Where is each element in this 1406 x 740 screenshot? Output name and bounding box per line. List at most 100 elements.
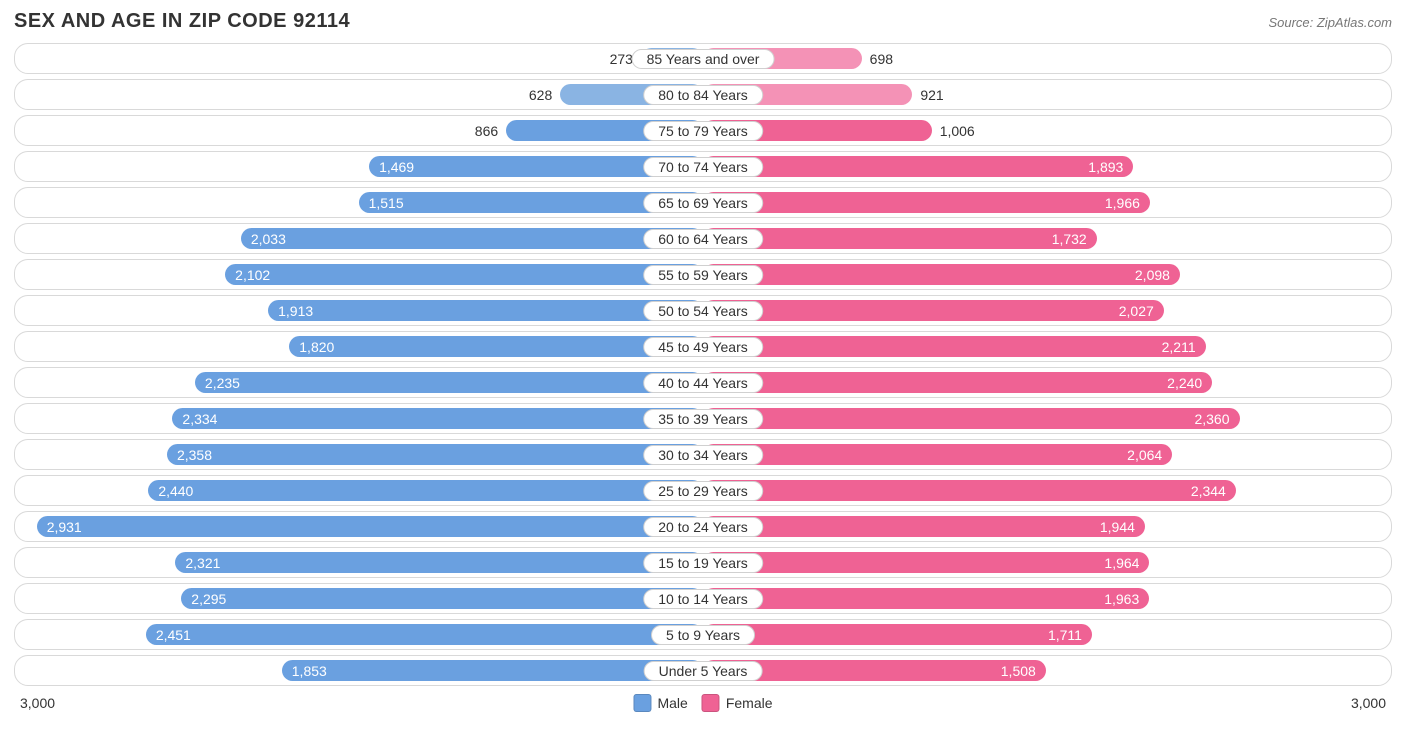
male-value: 2,440: [158, 483, 193, 499]
category-label: 70 to 74 Years: [643, 157, 763, 177]
male-bar: 2,931: [37, 516, 703, 537]
male-bar: 1,853: [282, 660, 703, 681]
female-value: 2,344: [1191, 483, 1226, 499]
chart-rows: 27369885 Years and over 628 921 80 to 84 Ye…: [14, 43, 1392, 686]
female-value: 1,944: [1100, 519, 1135, 535]
category-label: 10 to 14 Years: [643, 589, 763, 609]
male-value: 2,235: [205, 375, 240, 391]
male-bar: 2,358: [167, 444, 703, 465]
chart-source: Source: ZipAtlas.com: [1268, 15, 1392, 30]
female-bar: 2,240: [703, 372, 1212, 393]
male-value: 2,321: [185, 555, 220, 571]
pyramid-row: 1,5151,96665 to 69 Years: [14, 187, 1392, 218]
pyramid-row: 2,358 2,064 30 to 34 Years: [14, 439, 1392, 470]
category-label: 85 Years and over: [632, 49, 775, 69]
chart-legend: Male Female: [633, 694, 772, 712]
pyramid-row: 8661,00675 to 79 Years: [14, 115, 1392, 146]
female-value: 1,893: [1088, 159, 1123, 175]
chart-footer: 3,000 Male Female 3,000: [14, 691, 1392, 715]
pyramid-row: 2,440 2,344 25 to 29 Years: [14, 475, 1392, 506]
legend-male-label: Male: [657, 695, 687, 711]
male-bar: 2,321: [175, 552, 703, 573]
female-value: 2,064: [1127, 447, 1162, 463]
male-bar: 2,295: [181, 588, 703, 609]
male-value: 1,913: [278, 303, 313, 319]
pyramid-row: 1,4691,89370 to 74 Years: [14, 151, 1392, 182]
pyramid-row: 27369885 Years and over: [14, 43, 1392, 74]
male-value: 1,853: [292, 663, 327, 679]
pyramid-row: 2,4511,7115 to 9 Years: [14, 619, 1392, 650]
chart-title: SEX AND AGE IN ZIP CODE 92114: [14, 10, 350, 33]
female-bar: 2,098: [703, 264, 1180, 285]
female-bar: 1,963: [703, 588, 1149, 609]
male-bar: 1,820: [289, 336, 703, 357]
female-bar: 2,027: [703, 300, 1164, 321]
male-value: 2,334: [182, 411, 217, 427]
female-value: 1,711: [1048, 627, 1082, 643]
female-value: 2,240: [1167, 375, 1202, 391]
male-bar: 2,451: [146, 624, 703, 645]
pyramid-row: 2,321 1,964 15 to 19 Years: [14, 547, 1392, 578]
female-bar: 2,064: [703, 444, 1172, 465]
chart-header: SEX AND AGE IN ZIP CODE 92114 Source: Zi…: [14, 10, 1392, 33]
category-label: 45 to 49 Years: [643, 337, 763, 357]
male-bar: 2,334: [172, 408, 703, 429]
legend-swatch-female: [702, 694, 720, 712]
female-bar: 1,964: [703, 552, 1149, 573]
pyramid-row: 1,853 1,508 Under 5 Years: [14, 655, 1392, 686]
male-value: 2,358: [177, 447, 212, 463]
legend-swatch-male: [633, 694, 651, 712]
male-value: 628: [529, 87, 552, 103]
male-value: 1,820: [299, 339, 334, 355]
legend-female-label: Female: [726, 695, 773, 711]
category-label: 25 to 29 Years: [643, 481, 763, 501]
category-label: 80 to 84 Years: [643, 85, 763, 105]
category-label: 40 to 44 Years: [643, 373, 763, 393]
female-bar: 1,966: [703, 192, 1150, 213]
pyramid-row: 2,334 2,36035 to 39 Years: [14, 403, 1392, 434]
female-bar: 2,360: [703, 408, 1240, 429]
male-value: 2,295: [191, 591, 226, 607]
pyramid-row: 2,295 1,963 10 to 14 Years: [14, 583, 1392, 614]
category-label: 60 to 64 Years: [643, 229, 763, 249]
female-value: 1,732: [1052, 231, 1087, 247]
axis-label-left: 3,000: [20, 695, 55, 711]
female-bar: 1,944: [703, 516, 1145, 537]
pyramid-row: 1,9132,02750 to 54 Years: [14, 295, 1392, 326]
male-value: 2,931: [47, 519, 82, 535]
female-value: 1,964: [1104, 555, 1139, 571]
male-value: 2,033: [251, 231, 286, 247]
chart-container: SEX AND AGE IN ZIP CODE 92114 Source: Zi…: [0, 0, 1406, 723]
category-label: 30 to 34 Years: [643, 445, 763, 465]
pyramid-row: 2,931 1,944 20 to 24 Years: [14, 511, 1392, 542]
male-bar: 2,033: [241, 228, 703, 249]
female-bar: 2,344: [703, 480, 1236, 501]
pyramid-row: 628 921 80 to 84 Years: [14, 79, 1392, 110]
male-bar: 2,235: [195, 372, 703, 393]
male-value: 2,451: [156, 627, 191, 643]
category-label: Under 5 Years: [644, 661, 763, 681]
male-value: 2,102: [235, 267, 270, 283]
female-value: 1,963: [1104, 591, 1139, 607]
pyramid-row: 1,820 2,211 45 to 49 Years: [14, 331, 1392, 362]
female-value: 1,508: [1001, 663, 1036, 679]
female-value: 2,027: [1119, 303, 1154, 319]
female-value: 921: [920, 87, 943, 103]
male-bar: 1,913: [268, 300, 703, 321]
pyramid-row: 2,033 1,732 60 to 64 Years: [14, 223, 1392, 254]
category-label: 35 to 39 Years: [643, 409, 763, 429]
category-label: 20 to 24 Years: [643, 517, 763, 537]
female-bar: 1,893: [703, 156, 1133, 177]
male-value: 273: [610, 51, 633, 67]
female-value: 1,006: [940, 123, 975, 139]
pyramid-row: 2,102 2,09855 to 59 Years: [14, 259, 1392, 290]
axis-label-right: 3,000: [1351, 695, 1386, 711]
category-label: 15 to 19 Years: [643, 553, 763, 573]
pyramid-row: 2,235 2,240 40 to 44 Years: [14, 367, 1392, 398]
female-value: 2,211: [1162, 339, 1196, 355]
category-label: 55 to 59 Years: [643, 265, 763, 285]
female-bar: 1,711: [703, 624, 1092, 645]
category-label: 75 to 79 Years: [643, 121, 763, 141]
female-bar: 2,211: [703, 336, 1206, 357]
male-value: 1,515: [369, 195, 404, 211]
